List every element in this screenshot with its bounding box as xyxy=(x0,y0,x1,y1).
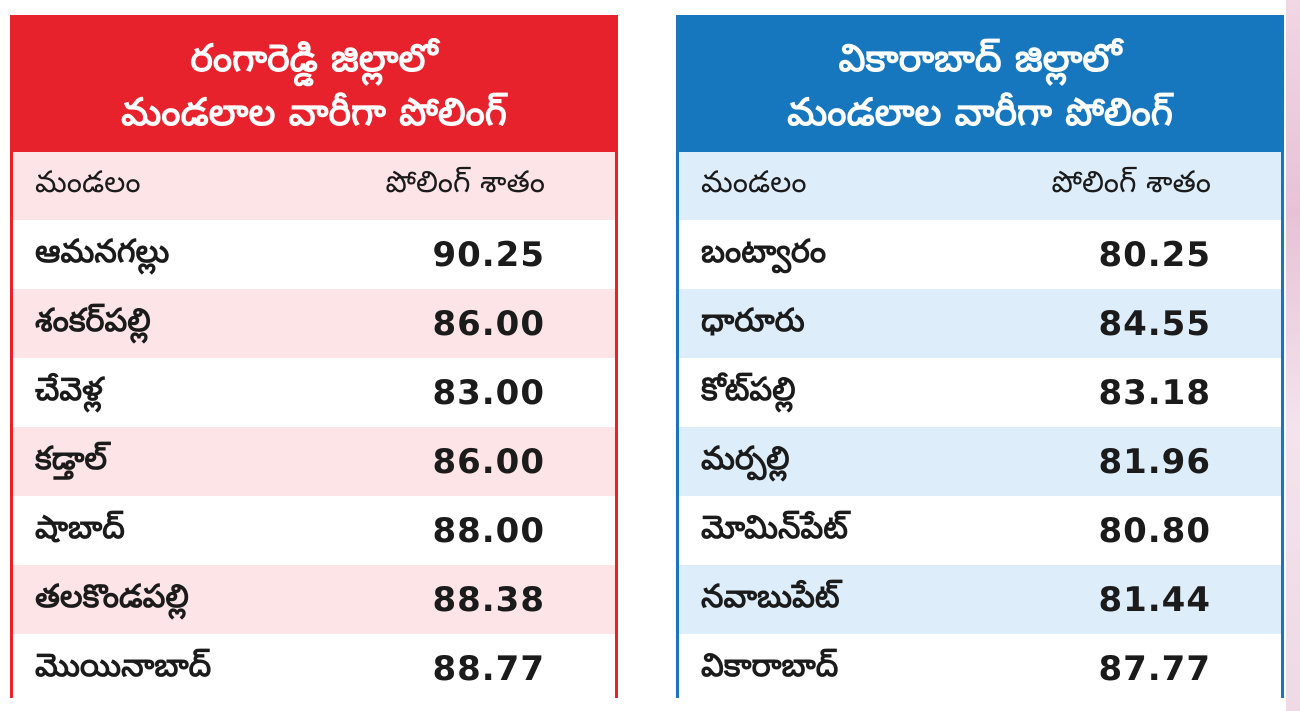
mandal-name: మొయినాబాద్ xyxy=(13,634,314,703)
vikarabad-header: వికారాబాద్ జిల్లాలో మండలాల వారీగా పోలింగ… xyxy=(679,18,1281,152)
mandal-name: చేవెళ్ల xyxy=(13,358,314,427)
table-row: వికారాబాద్ 87.77 xyxy=(679,634,1281,703)
table-row: ధారూరు 84.55 xyxy=(679,289,1281,358)
edge-photo-fragment xyxy=(1286,0,1300,711)
mandal-name: వికారాబాద్ xyxy=(679,634,980,703)
table-row: మోమిన్‌పేట్ 80.80 xyxy=(679,496,1281,565)
polling-percent: 80.25 xyxy=(980,220,1281,289)
polling-percent: 88.38 xyxy=(314,565,615,634)
mandal-name: షాబాద్ xyxy=(13,496,314,565)
polling-percent: 86.00 xyxy=(314,289,615,358)
column-header-percent: పోలింగ్ శాతం xyxy=(314,152,615,220)
mandal-name: తలకొండపల్లి xyxy=(13,565,314,634)
mandal-name: మర్పల్లి xyxy=(679,427,980,496)
mandal-name: కడ్తాల్ xyxy=(13,427,314,496)
mandal-name: శంకర్‌పల్లి xyxy=(13,289,314,358)
column-header-mandal: మండలం xyxy=(679,152,980,220)
polling-percent: 88.77 xyxy=(314,634,615,703)
vikarabad-table: మండలం పోలింగ్ శాతం బంట్వారం 80.25 ధారూరు… xyxy=(679,152,1281,703)
table-header-row: మండలం పోలింగ్ శాతం xyxy=(13,152,615,220)
polling-percent: 81.96 xyxy=(980,427,1281,496)
table-row: కోట్‌పల్లి 83.18 xyxy=(679,358,1281,427)
table-row: చేవెళ్ల 83.00 xyxy=(13,358,615,427)
column-header-percent: పోలింగ్ శాతం xyxy=(980,152,1281,220)
mandal-name: నవాబుపేట్ xyxy=(679,565,980,634)
table-row: షాబాద్ 88.00 xyxy=(13,496,615,565)
vikarabad-title-line1: వికారాబాద్ జిల్లాలో xyxy=(838,36,1122,80)
vikarabad-panel: వికారాబాద్ జిల్లాలో మండలాల వారీగా పోలింగ… xyxy=(676,15,1284,703)
table-row: నవాబుపేట్ 81.44 xyxy=(679,565,1281,634)
table-row: ఆమనగల్లు 90.25 xyxy=(13,220,615,289)
table-row: తలకొండపల్లి 88.38 xyxy=(13,565,615,634)
rangareddy-table: మండలం పోలింగ్ శాతం ఆమనగల్లు 90.25 శంకర్‌… xyxy=(13,152,615,703)
table-row: శంకర్‌పల్లి 86.00 xyxy=(13,289,615,358)
polling-percent: 86.00 xyxy=(314,427,615,496)
table-row: మొయినాబాద్ 88.77 xyxy=(13,634,615,703)
rangareddy-header: రంగారెడ్డి జిల్లాలో మండలాల వారీగా పోలింగ… xyxy=(13,18,615,152)
column-header-mandal: మండలం xyxy=(13,152,314,220)
polling-percent: 84.55 xyxy=(980,289,1281,358)
polling-percent: 80.80 xyxy=(980,496,1281,565)
rangareddy-title-line2: మండలాల వారీగా పోలింగ్ xyxy=(121,90,507,134)
polling-percent: 87.77 xyxy=(980,634,1281,703)
vikarabad-title-line2: మండలాల వారీగా పోలింగ్ xyxy=(787,90,1173,134)
mandal-name: కోట్‌పల్లి xyxy=(679,358,980,427)
table-header-row: మండలం పోలింగ్ శాతం xyxy=(679,152,1281,220)
polling-percent: 83.00 xyxy=(314,358,615,427)
table-row: మర్పల్లి 81.96 xyxy=(679,427,1281,496)
mandal-name: బంట్వారం xyxy=(679,220,980,289)
polling-percent: 88.00 xyxy=(314,496,615,565)
polling-percent: 90.25 xyxy=(314,220,615,289)
table-row: బంట్వారం 80.25 xyxy=(679,220,1281,289)
rangareddy-panel: రంగారెడ్డి జిల్లాలో మండలాల వారీగా పోలింగ… xyxy=(10,15,618,703)
mandal-name: ధారూరు xyxy=(679,289,980,358)
rangareddy-title-line1: రంగారెడ్డి జిల్లాలో xyxy=(190,36,438,80)
table-row: కడ్తాల్ 86.00 xyxy=(13,427,615,496)
polling-percent: 83.18 xyxy=(980,358,1281,427)
polling-percent: 81.44 xyxy=(980,565,1281,634)
mandal-name: మోమిన్‌పేట్ xyxy=(679,496,980,565)
mandal-name: ఆమనగల్లు xyxy=(13,220,314,289)
